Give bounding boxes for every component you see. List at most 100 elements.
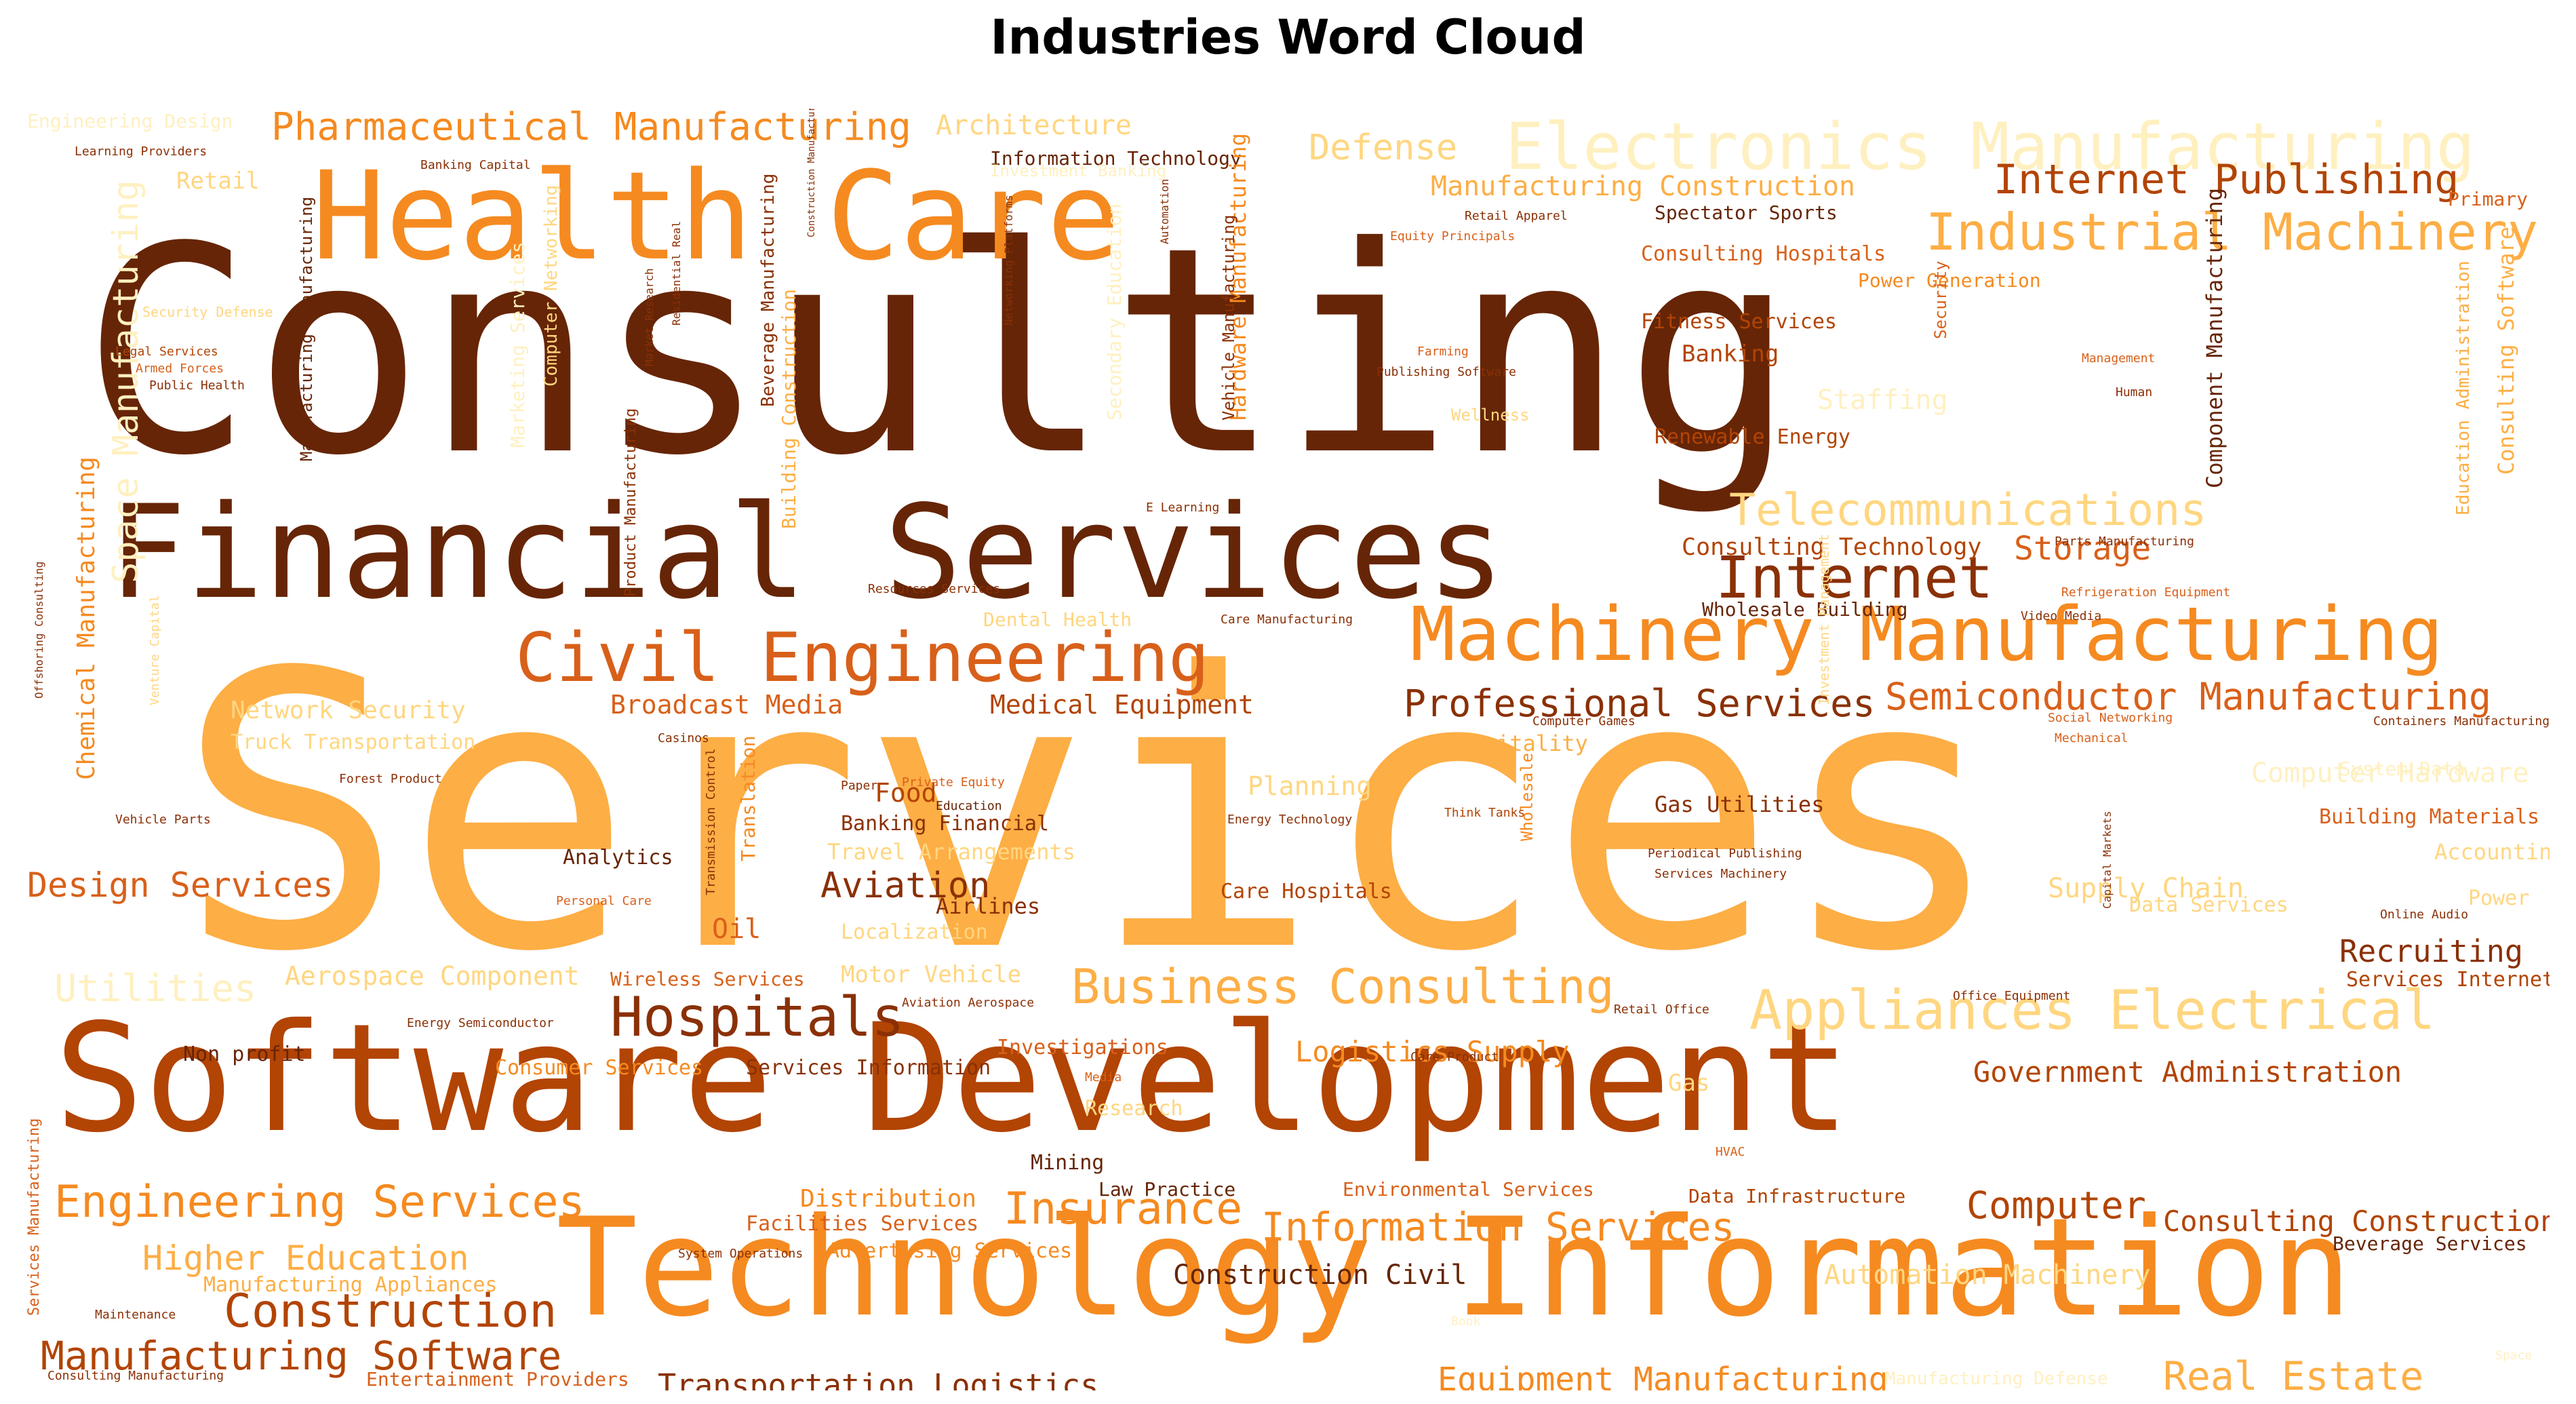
word-consulting-technology: Consulting Technology	[1682, 534, 1982, 561]
word-maintenance: Maintenance	[95, 1308, 176, 1322]
word-networking-platforms: Networking Platforms	[1002, 195, 1015, 326]
word-energy-technology: Energy Technology	[1227, 813, 1353, 827]
word-internet: Internet	[1716, 545, 1994, 612]
word-aerospace-component: Aerospace Component	[285, 961, 580, 991]
word-engineering-design: Engineering Design	[27, 110, 233, 132]
word-transportation-logistics: Transportation Logistics	[658, 1367, 1099, 1390]
word-electronics-manufacturing: Electronics Manufacturing	[1505, 110, 2475, 184]
word-machinery-manufacturing: Machinery Manufacturing	[1410, 591, 2444, 678]
word-services-information: Services Information	[746, 1056, 991, 1080]
word-equity-principals: Equity Principals	[1390, 229, 1515, 243]
word-pharmaceutical-manufacturing: Pharmaceutical Manufacturing	[271, 109, 912, 149]
word-renewable-energy: Renewable Energy	[1654, 425, 1850, 449]
word-hvac: HVAC	[1716, 1145, 1745, 1159]
word-recruiting: Recruiting	[2339, 933, 2523, 969]
word-armed-forces: Armed Forces	[136, 362, 224, 376]
word-product-manufacturing: Product Manufacturing	[622, 408, 639, 597]
word-aviation: Aviation	[820, 865, 991, 906]
word-learning-providers: Learning Providers	[75, 144, 207, 159]
word-forest-product: Forest Product	[339, 772, 442, 786]
word-containers-manufacturing: Containers Manufacturing	[2373, 714, 2550, 728]
word-civil-engineering: Civil Engineering	[515, 618, 1210, 697]
word-building-materials: Building Materials	[2319, 805, 2540, 829]
word-manufacturing-defense: Manufacturing Defense	[1885, 1369, 2108, 1389]
word-utilities: Utilities	[54, 967, 257, 1010]
word-defense: Defense	[1309, 128, 1458, 168]
word-care-manufacturing: Care Manufacturing	[1221, 612, 1353, 627]
word-wholesale: Wholesale	[1518, 752, 1537, 841]
word-financial-services: Financial Services	[108, 477, 1505, 627]
word-wireless-services: Wireless Services	[610, 968, 805, 990]
word-personal-care: Personal Care	[556, 894, 652, 908]
word-refrigeration-equipment: Refrigeration Equipment	[2061, 585, 2231, 600]
word-market-research: Market Research	[643, 268, 656, 367]
word-insurance: Insurance	[1004, 1184, 1243, 1234]
word-medical-equipment: Medical Equipment	[990, 690, 1254, 720]
word-investigations: Investigations	[997, 1036, 1168, 1059]
word-equipment-manufacturing: Equipment Manufacturing	[1438, 1361, 1888, 1390]
word-design-services: Design Services	[27, 865, 334, 905]
word-consulting-hospitals: Consulting Hospitals	[1641, 242, 1886, 266]
word-marketing-services: Marketing Services	[507, 241, 529, 448]
word-media: Media	[1085, 1070, 1122, 1085]
word-software-development: Software Development	[54, 992, 1851, 1165]
word-computer: Computer	[1966, 1184, 2146, 1227]
word-dental-health: Dental Health	[983, 608, 1132, 631]
word-computer-games: Computer Games	[1532, 714, 1636, 728]
word-space-manufacturing: Space Manufacturing	[106, 180, 146, 583]
word-investment-management: Investment Management	[1816, 534, 1832, 705]
word-banking-financial: Banking Financial	[841, 812, 1050, 836]
word-services: Services	[176, 593, 2006, 1035]
word-e-learning: E Learning	[1146, 501, 1220, 515]
word-system-operations: System Operations	[678, 1247, 804, 1261]
word-travel-arrangements: Travel Arrangements	[827, 839, 1076, 865]
word-services-internet: Services Internet	[2346, 968, 2550, 992]
word-social-networking: Social Networking	[2048, 711, 2173, 725]
word-manufacturing-manufacturing: Manufacturing Manufacturing	[297, 196, 316, 461]
word-logistics-supply: Logistics Supply	[1295, 1035, 1570, 1068]
word-education: Education	[936, 799, 1002, 813]
word-investment-banking: Investment Banking	[990, 161, 1167, 180]
word-truck-transportation: Truck Transportation	[231, 730, 476, 754]
word-research: Research	[1085, 1097, 1183, 1120]
word-banking: Banking	[1682, 340, 1779, 368]
word-venture-capital: Venture Capital	[148, 595, 162, 705]
word-entertainment-providers: Entertainment Providers	[366, 1368, 629, 1390]
word-think-tanks: Think Tanks	[1444, 806, 1526, 820]
word-beverage-services: Beverage Services	[2333, 1232, 2527, 1255]
word-environmental-services: Environmental Services	[1343, 1178, 1594, 1201]
word-real-estate: Real Estate	[2163, 1353, 2424, 1390]
word-food: Food	[875, 778, 937, 808]
word-translation: Translation	[737, 735, 759, 861]
word-localization: Localization	[841, 920, 988, 944]
word-construction-civil: Construction Civil	[1173, 1260, 1467, 1291]
word-cloud: Consulting Services Software Development Te…	[27, 109, 2550, 1390]
word-farming: Farming	[1417, 345, 1469, 359]
word-hospitality: Hospitality	[1444, 730, 1588, 756]
word-consumer-services: Consumer Services	[495, 1056, 704, 1080]
word-services-manufacturing: Services Manufacturing	[27, 1118, 43, 1316]
word-vehicle-parts: Vehicle Parts	[115, 813, 211, 827]
word-airlines: Airlines	[936, 893, 1041, 919]
word-private-equity: Private Equity	[902, 775, 1005, 789]
word-security: Security	[1931, 260, 1950, 339]
word-appliances-electrical: Appliances Electrical	[1749, 979, 2436, 1042]
word-technology-information: Technology Information	[556, 1189, 2353, 1347]
word-primary: Primary	[2448, 188, 2529, 210]
word-advertising-services: Advertising Services	[827, 1239, 1073, 1263]
word-online-audio: Online Audio	[2380, 908, 2469, 922]
word-consulting: Consulting	[81, 187, 1796, 518]
word-security-defense: Security Defense	[142, 304, 273, 320]
word-network-security: Network Security	[231, 697, 466, 724]
word-parts-manufacturing: Parts Manufacturing	[2055, 534, 2194, 549]
word-space: Space	[2495, 1348, 2533, 1363]
word-video-media: Video Media	[2021, 609, 2102, 623]
word-professional-services: Professional Services	[1404, 682, 1876, 725]
word-power: Power	[2468, 886, 2530, 910]
word-human: Human	[2116, 385, 2153, 399]
word-planning: Planning	[1248, 771, 1372, 801]
word-book: Book	[1451, 1314, 1481, 1329]
word-banking-capital: Banking Capital	[420, 158, 531, 172]
word-construction-manufacturing: Construction Manufacturing	[806, 109, 817, 237]
word-government-administration: Government Administration	[1973, 1055, 2402, 1089]
